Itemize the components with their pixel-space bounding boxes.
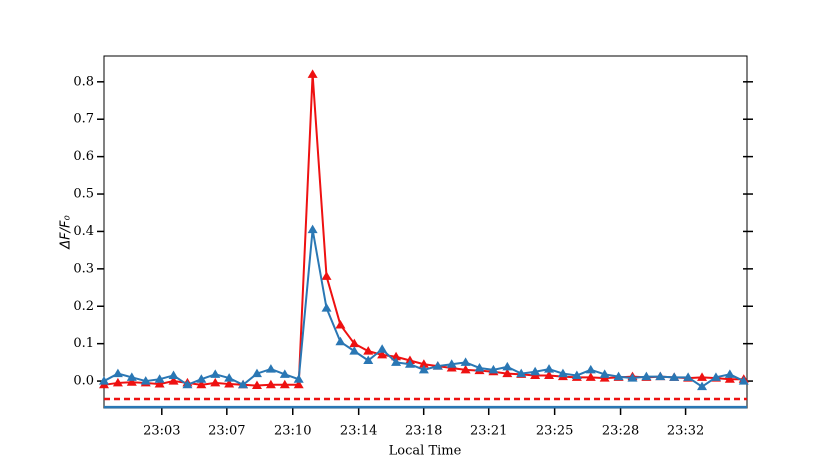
marker: [710, 372, 721, 381]
marker: [655, 371, 666, 381]
marker: [196, 374, 207, 383]
marker: [613, 371, 624, 381]
marker: [224, 373, 235, 382]
marker: [669, 372, 680, 381]
marker: [112, 377, 123, 387]
marker: [404, 359, 415, 368]
marker: [599, 369, 610, 378]
marker: [502, 368, 513, 378]
y-axis-label: ΔF/F₀: [59, 214, 74, 249]
marker: [210, 377, 221, 387]
x-tick-label: 23:25: [536, 424, 573, 439]
marker: [349, 338, 360, 348]
y-tick-label: 0.4: [73, 224, 94, 239]
y-tick-label: 0.8: [73, 74, 94, 89]
marker: [140, 376, 151, 385]
y-tick-label: 0.5: [73, 187, 94, 202]
marker: [182, 379, 193, 389]
marker: [168, 376, 179, 385]
x-tick-label: 23:21: [470, 424, 507, 439]
marker: [544, 364, 555, 373]
plot-frame: [103, 55, 748, 409]
marker: [363, 346, 374, 355]
marker: [418, 359, 429, 368]
marker: [154, 379, 165, 388]
marker: [210, 369, 221, 378]
marker: [377, 344, 388, 353]
marker: [335, 336, 346, 346]
series-line: [103, 74, 744, 387]
marker: [168, 370, 179, 379]
x-tick-label: 23:28: [602, 424, 639, 439]
marker: [321, 271, 332, 280]
marker: [307, 69, 318, 78]
marker: [557, 368, 568, 378]
marker: [738, 376, 749, 385]
marker: [641, 371, 652, 381]
marker: [377, 349, 388, 359]
marker: [391, 351, 402, 361]
marker: [502, 361, 513, 371]
marker: [446, 359, 457, 368]
marker: [516, 368, 527, 378]
marker: [279, 379, 290, 389]
y-tick-label: 0.3: [73, 261, 94, 276]
y-tick-label: 0.2: [73, 299, 94, 314]
marker: [265, 364, 276, 373]
marker: [126, 377, 137, 386]
marker: [488, 364, 499, 374]
marker: [265, 379, 276, 389]
y-tick-label: 0.7: [73, 112, 94, 127]
y-tick-label: 0.1: [73, 336, 94, 351]
x-tick-label: 23:14: [340, 424, 377, 439]
marker: [349, 346, 360, 355]
marker: [251, 380, 262, 390]
x-tick-label: 23:10: [274, 424, 311, 439]
marker: [530, 366, 541, 376]
marker: [363, 355, 374, 364]
marker: [126, 372, 137, 381]
marker: [335, 319, 346, 329]
marker: [544, 370, 555, 379]
marker: [112, 368, 123, 378]
marker: [571, 370, 582, 379]
marker: [196, 379, 207, 389]
x-axis-label: Local Time: [389, 444, 462, 459]
marker: [391, 357, 402, 366]
marker: [460, 364, 471, 374]
marker: [724, 369, 735, 378]
marker: [627, 373, 638, 382]
marker: [279, 369, 290, 378]
marker: [99, 376, 109, 385]
marker: [432, 361, 443, 370]
x-tick-label: 23:32: [667, 424, 704, 439]
marker: [474, 362, 485, 372]
x-tick-label: 23:03: [143, 424, 180, 439]
y-tick-label: 0.6: [73, 149, 94, 164]
marker: [154, 374, 165, 383]
marker: [293, 379, 304, 389]
marker: [418, 364, 429, 374]
marker: [683, 372, 694, 381]
marker: [293, 374, 304, 383]
marker: [224, 379, 235, 388]
marker: [724, 374, 735, 383]
marker: [238, 379, 249, 389]
marker: [460, 357, 471, 366]
marker: [585, 372, 596, 381]
marker: [251, 368, 262, 378]
marker: [585, 364, 596, 374]
x-tick-label: 23:18: [405, 424, 442, 439]
marker: [697, 372, 708, 381]
marker: [697, 381, 708, 391]
marker: [321, 303, 332, 312]
x-tick-label: 23:07: [208, 424, 245, 439]
y-tick-label: 0.0: [73, 374, 94, 389]
marker: [307, 224, 318, 234]
